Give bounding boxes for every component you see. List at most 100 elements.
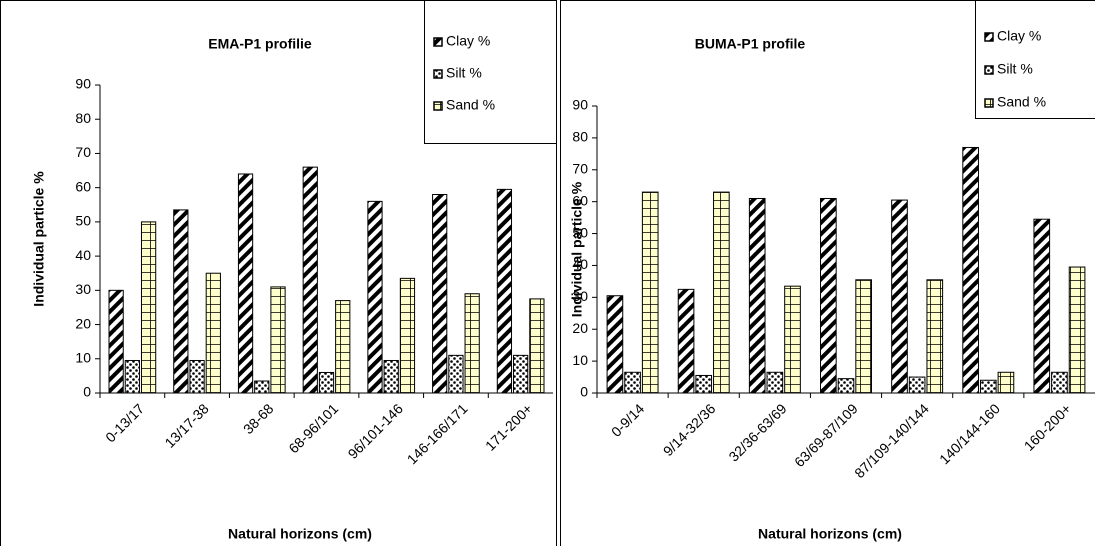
bar (624, 371, 641, 394)
bar (1033, 218, 1051, 394)
y-axis-label: Individual particle % (31, 171, 47, 307)
x-tick-label: 160-200+ (1021, 400, 1074, 453)
bar (237, 173, 254, 394)
y-tick-label: 20 (572, 320, 588, 336)
y-tick-label: 80 (572, 129, 588, 145)
bar (254, 380, 270, 394)
y-tick-label: 70 (75, 144, 91, 160)
x-tick-label: 68-96/101 (285, 400, 341, 456)
bar (302, 166, 318, 394)
y-axis-label: Individual particle % (569, 181, 585, 317)
bar (713, 191, 730, 394)
bar (820, 197, 837, 394)
bar (1051, 371, 1068, 394)
x-tick-label: 0-13/17 (102, 400, 147, 445)
y-tick-label: 60 (75, 178, 91, 194)
legend-swatch (433, 37, 443, 47)
legend-box (975, 0, 1095, 119)
bar (1068, 266, 1086, 394)
bar (784, 285, 801, 394)
legend-label: Clay % (997, 28, 1041, 44)
bar (173, 209, 189, 394)
bar (448, 354, 464, 394)
panel-border (0, 0, 557, 546)
x-tick-label: 38-68 (240, 400, 277, 437)
legend-swatch (433, 101, 443, 111)
bar (335, 300, 351, 394)
x-tick-label: 96/101-146 (345, 400, 407, 462)
bar (464, 293, 480, 394)
x-axis-label: Natural horizons (cm) (758, 526, 902, 542)
bar (677, 288, 695, 394)
bar (318, 371, 335, 394)
bar (641, 191, 659, 394)
bar (205, 272, 221, 394)
bar (837, 378, 855, 394)
y-tick-label: 60 (572, 192, 588, 208)
y-tick-label: 0 (83, 384, 91, 400)
legend-swatch (984, 98, 994, 108)
y-tick-label: 30 (75, 281, 91, 297)
y-tick-label: 50 (572, 224, 588, 240)
x-tick-label: 0-9/14 (608, 400, 648, 440)
y-tick-label: 30 (572, 288, 588, 304)
legend-label: Silt % (446, 65, 482, 81)
y-tick-label: 90 (572, 97, 588, 113)
x-tick-label: 140/144-160 (936, 400, 1003, 467)
y-tick-label: 0 (580, 384, 588, 400)
bar (367, 200, 383, 394)
y-tick-label: 20 (75, 315, 91, 331)
bar (529, 298, 545, 394)
x-tick-label: 171-200+ (482, 400, 535, 453)
bar (997, 371, 1015, 394)
y-tick-label: 70 (572, 160, 588, 176)
bar (855, 279, 872, 394)
legend-swatch (984, 32, 994, 42)
y-tick-label: 10 (572, 352, 588, 368)
bar (383, 359, 399, 394)
x-tick-label: 87/109-140/144 (851, 400, 932, 481)
bar (606, 295, 624, 394)
bar (891, 199, 908, 394)
bar (695, 374, 713, 394)
x-tick-label: 63/69-87/109 (791, 400, 861, 470)
bar (108, 289, 124, 394)
y-tick-label: 40 (75, 247, 91, 263)
legend-box (424, 0, 557, 144)
legend-swatch (984, 65, 994, 75)
bar (908, 376, 926, 394)
y-tick-label: 50 (75, 213, 91, 229)
y-tick-label: 80 (75, 110, 91, 126)
legend-label: Clay % (446, 33, 490, 49)
bar (748, 197, 766, 394)
bar (513, 354, 529, 394)
legend-swatch (433, 69, 443, 79)
chart-title: BUMA-P1 profile (695, 36, 806, 52)
panel-border (560, 0, 1095, 546)
bar (189, 359, 205, 394)
bar (432, 194, 448, 394)
bar (766, 371, 784, 394)
x-tick-label: 9/14-32/36 (660, 400, 719, 459)
bar (270, 286, 286, 394)
bar (140, 221, 157, 394)
bar (962, 146, 979, 394)
bar (399, 277, 416, 394)
legend-label: Sand % (997, 94, 1046, 110)
legend-label: Silt % (997, 61, 1033, 77)
x-tick-label: 13/17-38 (161, 400, 212, 451)
bar (979, 379, 997, 394)
y-tick-label: 40 (572, 256, 588, 272)
bar (926, 279, 944, 394)
y-tick-label: 10 (75, 349, 91, 365)
y-tick-label: 90 (75, 76, 91, 92)
x-tick-label: 146-166/171 (404, 400, 471, 467)
bar (496, 188, 513, 394)
chart-title: EMA-P1 profilie (208, 36, 312, 52)
x-tick-label: 32/36-63/69 (725, 400, 789, 464)
bar (124, 359, 140, 394)
legend-label: Sand % (446, 97, 495, 113)
x-axis-label: Natural horizons (cm) (228, 526, 372, 542)
